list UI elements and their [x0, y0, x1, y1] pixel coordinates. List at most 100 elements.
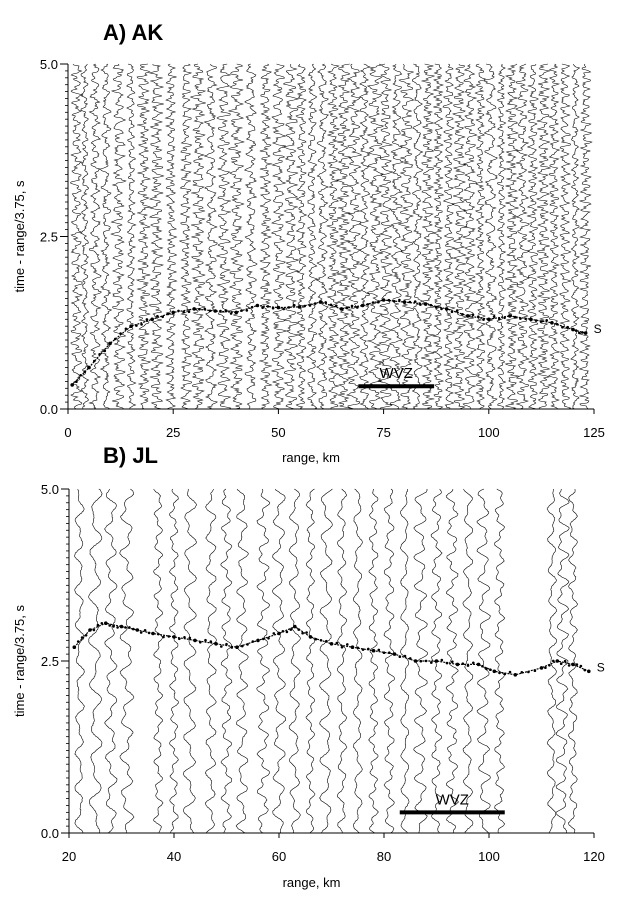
x-tick-label: 60: [272, 849, 286, 864]
seismic-trace: [547, 63, 561, 410]
seismic-trace: [568, 488, 578, 834]
seismic-trace: [74, 488, 85, 834]
s-phase-point: [177, 309, 180, 313]
s-phase-series: S: [70, 298, 602, 387]
s-phase-point: [246, 643, 249, 646]
s-phase-point: [445, 661, 449, 665]
s-phase-point: [166, 312, 170, 316]
s-phase-point: [574, 329, 578, 332]
s-phase-point: [325, 639, 328, 643]
s-phase-label: S: [594, 322, 602, 336]
x-tick-label: 50: [271, 425, 285, 440]
s-phase-point: [508, 670, 512, 674]
s-phase-point: [513, 315, 517, 319]
s-phase-point: [245, 309, 249, 312]
seismic-trace: [358, 63, 371, 410]
s-phase-point: [366, 303, 370, 306]
s-phase-point: [335, 304, 338, 308]
s-phase-point: [267, 637, 270, 640]
s-phase-point: [100, 622, 104, 625]
x-axis-label: range, km: [282, 450, 340, 465]
seismic-trace: [494, 488, 506, 833]
s-phase-point: [129, 324, 133, 329]
seismic-trace: [555, 488, 570, 834]
seismic-trace: [319, 488, 333, 834]
y-tick-label: 5.0: [41, 482, 59, 497]
seismic-trace: [483, 63, 498, 410]
s-phase-point: [183, 636, 186, 639]
s-phase-point: [76, 640, 80, 643]
y-tick-label: 2.5: [41, 654, 59, 669]
s-phase-point: [104, 621, 108, 625]
s-phase-point: [563, 659, 567, 663]
s-phase-point: [193, 638, 197, 643]
x-tick-label: 0: [64, 425, 71, 440]
seismic-trace: [536, 63, 552, 410]
panel-title: A) AK: [103, 20, 163, 45]
seismic-trace: [383, 488, 395, 834]
s-phase-point: [566, 325, 569, 329]
s-phase-point: [339, 307, 344, 311]
s-phase-point: [70, 383, 74, 387]
s-phase-point: [213, 309, 218, 313]
trace-group: [70, 63, 593, 410]
seismic-trace: [451, 63, 468, 410]
s-phase-point: [498, 671, 501, 675]
s-phase-point: [583, 668, 587, 672]
seismic-trace: [80, 63, 90, 410]
x-axis-label: range, km: [283, 875, 341, 890]
s-phase-point: [124, 327, 128, 331]
s-phase-point: [550, 321, 554, 325]
seismic-trace: [462, 488, 474, 834]
s-phase-point: [398, 298, 401, 302]
seismic-trace: [281, 63, 300, 410]
s-phase-point: [297, 628, 301, 631]
s-phase-point: [250, 305, 254, 309]
seismic-trace: [119, 488, 135, 834]
s-phase-point: [167, 635, 171, 638]
s-phase-point: [318, 300, 323, 304]
seismic-trace: [189, 63, 207, 410]
s-phase-point: [559, 662, 563, 665]
s-phase-point: [209, 640, 213, 643]
s-phase-point: [545, 319, 548, 322]
s-phase-point: [444, 307, 449, 311]
s-phase-point: [578, 331, 581, 335]
seismic-trace: [420, 63, 436, 410]
seismic-trace: [178, 63, 193, 410]
x-tick-label: 40: [167, 849, 181, 864]
seismic-trace: [345, 63, 363, 410]
seismic-trace: [442, 63, 456, 410]
s-phase-point: [203, 307, 207, 311]
s-phase-point: [301, 631, 304, 635]
y-axis-label: time - range/3.75, s: [12, 605, 27, 717]
seismic-trace: [244, 63, 258, 410]
y-tick-label: 2.5: [40, 230, 58, 245]
wvz-label: WVZ: [436, 791, 469, 808]
s-phase-point: [335, 641, 339, 645]
s-phase-point: [471, 313, 475, 317]
seismic-trace: [461, 63, 478, 410]
s-phase-point: [413, 300, 417, 303]
s-phase-point: [303, 304, 307, 308]
x-tick-label: 80: [377, 849, 391, 864]
s-phase-point: [297, 305, 302, 309]
s-phase-point: [461, 662, 465, 665]
s-phase-point: [156, 314, 159, 318]
x-tick-label: 20: [62, 849, 76, 864]
s-phase-point: [108, 624, 111, 627]
s-phase-point: [481, 664, 484, 668]
s-phase-point: [108, 341, 112, 346]
seismic-trace: [399, 488, 410, 834]
s-phase-point: [513, 673, 518, 677]
s-phase-point: [539, 666, 544, 670]
s-phase-point: [455, 309, 459, 312]
seismic-trace: [270, 63, 288, 410]
s-phase-point: [503, 316, 506, 320]
s-phase-point: [157, 632, 160, 636]
seismic-trace: [476, 488, 491, 834]
seismic-trace: [204, 488, 217, 834]
seismic-trace: [496, 63, 507, 410]
s-phase-point: [119, 624, 124, 629]
